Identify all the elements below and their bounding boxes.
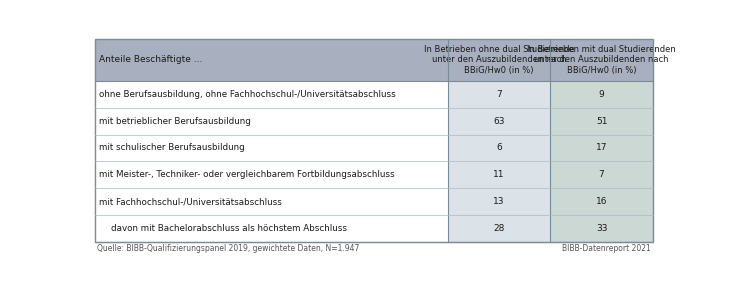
Text: 7: 7 xyxy=(496,90,502,99)
Bar xyxy=(447,108,550,134)
Bar xyxy=(447,215,550,242)
Text: 9: 9 xyxy=(599,90,604,99)
Bar xyxy=(550,81,653,108)
Text: mit Meister-, Techniker- oder vergleichbarem Fortbildungsabschluss: mit Meister-, Techniker- oder vergleichb… xyxy=(99,170,395,179)
Text: davon mit Bachelorabschluss als höchstem Abschluss: davon mit Bachelorabschluss als höchstem… xyxy=(111,224,347,233)
Text: 16: 16 xyxy=(596,197,607,206)
Bar xyxy=(550,188,653,215)
Text: BIBB-Datenreport 2021: BIBB-Datenreport 2021 xyxy=(562,244,651,253)
Text: mit Fachhochschul-/Universitätsabschluss: mit Fachhochschul-/Universitätsabschluss xyxy=(99,197,282,206)
Text: mit schulischer Berufsausbildung: mit schulischer Berufsausbildung xyxy=(99,143,245,152)
Bar xyxy=(447,188,550,215)
Text: ohne Berufsausbildung, ohne Fachhochschul-/Universitätsabschluss: ohne Berufsausbildung, ohne Fachhochschu… xyxy=(99,90,396,99)
Bar xyxy=(550,161,653,188)
Text: 6: 6 xyxy=(496,143,502,152)
Text: mit betrieblicher Berufsausbildung: mit betrieblicher Berufsausbildung xyxy=(99,117,251,126)
Bar xyxy=(447,134,550,161)
Text: 63: 63 xyxy=(493,117,504,126)
Text: 28: 28 xyxy=(493,224,504,233)
Text: 17: 17 xyxy=(596,143,607,152)
Bar xyxy=(550,215,653,242)
Bar xyxy=(550,108,653,134)
Text: 7: 7 xyxy=(599,170,604,179)
Text: 13: 13 xyxy=(493,197,504,206)
Text: 51: 51 xyxy=(596,117,607,126)
Text: 11: 11 xyxy=(493,170,504,179)
Text: Quelle: BIBB-Qualifizierungspanel 2019, gewichtete Daten, N=1.947: Quelle: BIBB-Qualifizierungspanel 2019, … xyxy=(97,244,360,253)
Text: In Betrieben mit dual Studierenden
unter den Auszubildenden nach
BBiG/Hw0 (in %): In Betrieben mit dual Studierenden unter… xyxy=(527,45,676,75)
Bar xyxy=(550,134,653,161)
Text: 33: 33 xyxy=(596,224,607,233)
Text: Anteile Beschäftigte ...: Anteile Beschäftigte ... xyxy=(99,55,202,64)
Text: In Betrieben ohne dual Studierende
unter den Auszubildenden nach
BBiG/Hw0 (in %): In Betrieben ohne dual Studierende unter… xyxy=(423,45,575,75)
Bar xyxy=(447,161,550,188)
Bar xyxy=(447,81,550,108)
Bar xyxy=(95,38,653,81)
